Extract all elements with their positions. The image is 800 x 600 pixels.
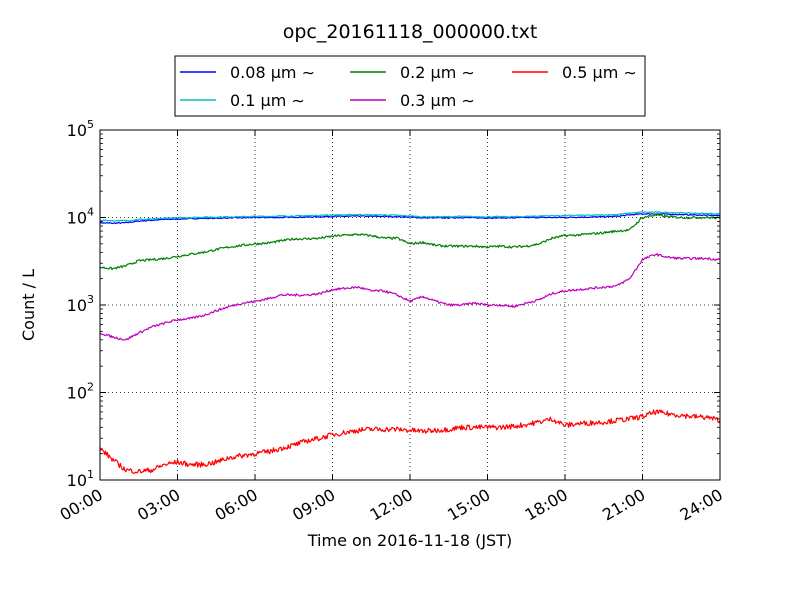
legend-label-2: 0.1 μm ∼	[230, 91, 305, 110]
chart-title: opc_20161118_000000.txt	[283, 21, 538, 43]
series-line-4	[100, 253, 720, 341]
legend-label-1: 0.08 μm ∼	[230, 63, 315, 82]
y-tick-label: 101	[67, 468, 94, 490]
series-line-3	[100, 213, 720, 271]
y-tick-label: 104	[67, 206, 94, 228]
x-axis-label: Time on 2016-11-18 (JST)	[307, 531, 512, 550]
series-group	[100, 211, 720, 474]
series-line-2	[100, 211, 720, 222]
legend-label-3: 0.2 μm ∼	[400, 63, 475, 82]
y-tick-label: 105	[67, 118, 94, 140]
legend-box	[174, 55, 646, 117]
plot-area: 00:00 03:00 06:00 09:00 12:00 15:00 18:00 21:00…	[57, 118, 726, 525]
y-tick-label: 103	[67, 293, 94, 315]
series-line-5	[100, 409, 720, 474]
legend-label-4: 0.3 μm ∼	[400, 91, 475, 110]
y-tick-label: 102	[67, 381, 94, 403]
legend: 0.08 μm ∼ 0.1 μm ∼ 0.2 μm ∼ 0.3 μm ∼ 0.5 μm …	[174, 55, 646, 117]
y-axis-label: Count / L	[19, 269, 38, 341]
legend-label-5: 0.5 μm ∼	[562, 63, 637, 82]
